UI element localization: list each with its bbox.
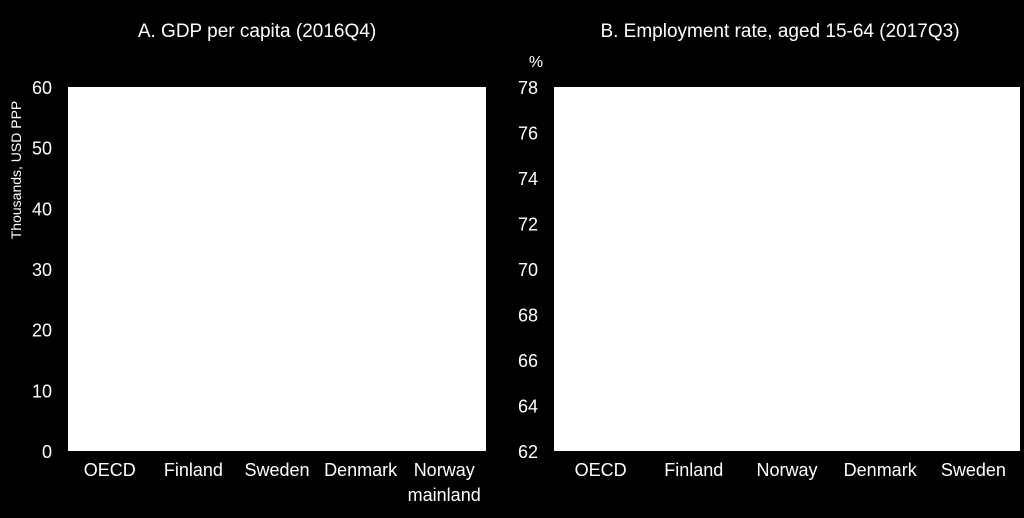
panel-a-y-tick-label: 40 xyxy=(32,199,52,219)
panel-a-y-tick-label: 30 xyxy=(32,260,52,280)
panel-a-y-tick-label: 20 xyxy=(32,321,52,341)
panel-b-title: B. Employment rate, aged 15-64 (2017Q3) xyxy=(600,21,959,42)
panel-a-x-tick-label: mainland xyxy=(408,485,481,505)
panel-employment-rate: B. Employment rate, aged 15-64 (2017Q3) … xyxy=(518,21,1020,480)
panel-b-y-tick-label: 72 xyxy=(518,215,538,235)
panel-a-y-tick-label: 0 xyxy=(42,442,52,462)
panel-a-y-tick-label: 60 xyxy=(32,78,52,98)
panel-b-y-tick-label: 66 xyxy=(518,351,538,371)
panel-b-y-axis-unit: % xyxy=(529,54,543,71)
panel-b-y-ticks: 62 64 66 68 70 72 74 76 78 xyxy=(518,78,538,462)
panel-b-y-tick-label: 78 xyxy=(518,78,538,98)
panel-a-y-tick-label: 50 xyxy=(32,139,52,159)
panel-a-y-axis-label: Thousands, USD PPP xyxy=(8,101,24,240)
panel-a-x-tick-label: OECD xyxy=(84,460,136,480)
panel-a-x-tick-label: Norway xyxy=(414,460,475,480)
panel-a-y-tick-label: 10 xyxy=(32,381,52,401)
panel-a-x-tick-label: Sweden xyxy=(244,460,309,480)
panel-b-y-tick-label: 74 xyxy=(518,169,538,189)
panel-b-x-tick-label: Denmark xyxy=(844,460,918,480)
panel-a-x-tick-label: Denmark xyxy=(324,460,398,480)
panel-a-x-tick-label: Finland xyxy=(164,460,223,480)
panel-b-y-tick-label: 62 xyxy=(518,442,538,462)
panel-b-x-ticks: OECD Finland Norway Denmark Sweden xyxy=(575,460,1006,480)
panel-b-x-tick-label: Sweden xyxy=(941,460,1006,480)
panel-a-title: A. GDP per capita (2016Q4) xyxy=(138,21,376,42)
panel-b-x-tick-label: Finland xyxy=(664,460,723,480)
panel-a-plot-area xyxy=(68,87,486,451)
panel-b-y-tick-label: 64 xyxy=(518,397,538,417)
panel-a-x-ticks: OECD Finland Sweden Denmark Norway mainland xyxy=(84,460,481,505)
panel-b-x-tick-label: OECD xyxy=(575,460,627,480)
panel-b-y-tick-label: 76 xyxy=(518,124,538,144)
panel-a-y-ticks: 0 10 20 30 40 50 60 xyxy=(32,78,52,462)
panel-b-y-tick-label: 70 xyxy=(518,260,538,280)
panel-b-plot-area xyxy=(554,87,1020,451)
panel-b-x-tick-label: Norway xyxy=(756,460,817,480)
panel-gdp-per-capita: A. GDP per capita (2016Q4) Thousands, US… xyxy=(8,21,486,505)
panel-b-y-tick-label: 68 xyxy=(518,306,538,326)
